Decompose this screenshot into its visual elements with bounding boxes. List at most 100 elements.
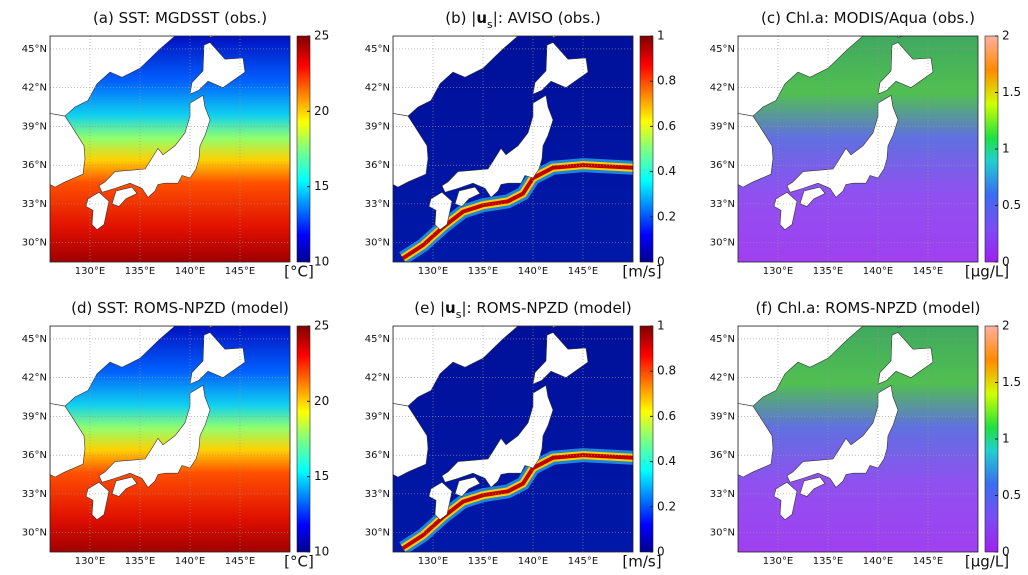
x-tick-label: 135°E [468, 266, 498, 277]
land [98, 384, 211, 488]
panel-title: (e) |us|: ROMS-NPZD (model) [414, 299, 631, 321]
land [799, 476, 826, 497]
y-tick-label: 33°N [365, 199, 390, 210]
x-tick-label: 135°E [813, 556, 843, 567]
x-tick-label: 145°E [568, 266, 598, 277]
land [428, 481, 453, 521]
title-part: u [445, 299, 456, 317]
map-frame [392, 35, 634, 263]
y-tick-label: 39°N [22, 411, 47, 422]
y-tick-label: 30°N [365, 528, 390, 539]
y-tick-label: 36°N [22, 450, 47, 461]
y-tick-label: 36°N [365, 450, 390, 461]
colorbar-tick-label: 1 [1002, 142, 1010, 156]
colorbar-unit: [°C] [284, 553, 314, 571]
y-tick-label: 45°N [710, 44, 735, 55]
y-tick-label: 30°N [22, 528, 47, 539]
y-tick-label: 30°N [365, 238, 390, 249]
land [877, 42, 934, 95]
x-tick-label: 135°E [125, 556, 155, 567]
colorbar [296, 325, 311, 553]
y-tick-label: 33°N [710, 199, 735, 210]
land [189, 332, 246, 385]
x-tick-label: 145°E [225, 556, 255, 567]
title-part: (c) Chl.a: MODIS/Aqua (obs.) [761, 9, 975, 27]
map [50, 36, 290, 262]
map-frame [49, 35, 291, 263]
colorbar-tick-label: 1 [1002, 432, 1010, 446]
title-part: (e) | [414, 299, 445, 317]
land [738, 403, 774, 478]
land [773, 191, 798, 231]
x-tick-label: 130°E [418, 266, 448, 277]
colorbar-tick-label: 0.4 [657, 164, 676, 178]
y-tick-label: 36°N [710, 160, 735, 171]
y-tick-label: 42°N [710, 83, 735, 94]
colorbar-tick-label: 1.5 [1002, 375, 1021, 389]
x-tick-label: 140°E [175, 266, 205, 277]
x-tick-label: 135°E [125, 266, 155, 277]
colorbar-tick-label: 20 [314, 394, 329, 408]
land [786, 94, 899, 198]
y-tick-label: 39°N [365, 411, 390, 422]
colorbar-tick-label: 0 [657, 545, 665, 559]
title-part: s [487, 18, 493, 31]
x-tick-label: 145°E [568, 556, 598, 567]
colorbar-tick-label: 25 [314, 319, 329, 333]
colorbar-unit: [μg/L] [965, 553, 1009, 571]
x-tick-label: 140°E [518, 266, 548, 277]
land [98, 94, 211, 198]
land [393, 403, 429, 478]
x-tick-label: 140°E [518, 556, 548, 567]
current-core [401, 163, 633, 260]
y-tick-label: 33°N [22, 489, 47, 500]
title-part: (f) Chl.a: ROMS-NPZD (model) [755, 299, 980, 317]
y-tick-label: 33°N [710, 489, 735, 500]
colorbar-tick-label: 0 [1002, 255, 1010, 269]
x-tick-label: 130°E [763, 266, 793, 277]
panel-title: (c) Chl.a: MODIS/Aqua (obs.) [761, 9, 975, 27]
y-tick-label: 39°N [365, 121, 390, 132]
land [428, 191, 453, 231]
x-tick-label: 130°E [75, 556, 105, 567]
map [738, 326, 978, 552]
x-tick-label: 130°E [75, 266, 105, 277]
colorbar-tick-label: 20 [314, 104, 329, 118]
land [532, 42, 589, 95]
colorbar-tick-label: 10 [314, 545, 329, 559]
title-part: |: AVISO (obs.) [493, 9, 601, 27]
colorbar-tick-label: 10 [314, 255, 329, 269]
colorbar-tick-label: 0.5 [1002, 198, 1021, 212]
y-tick-label: 45°N [710, 334, 735, 345]
panel-title: (b) |us|: AVISO (obs.) [445, 9, 600, 31]
colorbar [639, 35, 654, 263]
map [50, 326, 290, 552]
title-part: (a) SST: MGDSST (obs.) [93, 9, 267, 27]
title-part: u [476, 9, 487, 27]
land [738, 113, 774, 188]
y-tick-label: 33°N [365, 489, 390, 500]
colorbar-tick-label: 1 [657, 29, 665, 43]
x-tick-label: 130°E [418, 556, 448, 567]
colorbar-tick-label: 0.2 [657, 209, 676, 223]
title-part: (b) | [445, 9, 476, 27]
colorbar [639, 325, 654, 553]
x-tick-label: 145°E [225, 266, 255, 277]
title-part: |: ROMS-NPZD (model) [461, 299, 631, 317]
land [877, 332, 934, 385]
x-tick-label: 140°E [863, 556, 893, 567]
land [50, 113, 86, 188]
x-tick-label: 140°E [863, 266, 893, 277]
colorbar-tick-label: 0 [657, 255, 665, 269]
colorbar-unit: [°C] [284, 263, 314, 281]
land [454, 186, 481, 207]
y-tick-label: 30°N [22, 238, 47, 249]
x-tick-label: 145°E [913, 266, 943, 277]
colorbar-tick-label: 0.4 [657, 454, 676, 468]
y-tick-label: 39°N [710, 411, 735, 422]
x-tick-label: 135°E [468, 556, 498, 567]
land [85, 481, 110, 521]
colorbar [296, 35, 311, 263]
y-tick-label: 36°N [365, 160, 390, 171]
